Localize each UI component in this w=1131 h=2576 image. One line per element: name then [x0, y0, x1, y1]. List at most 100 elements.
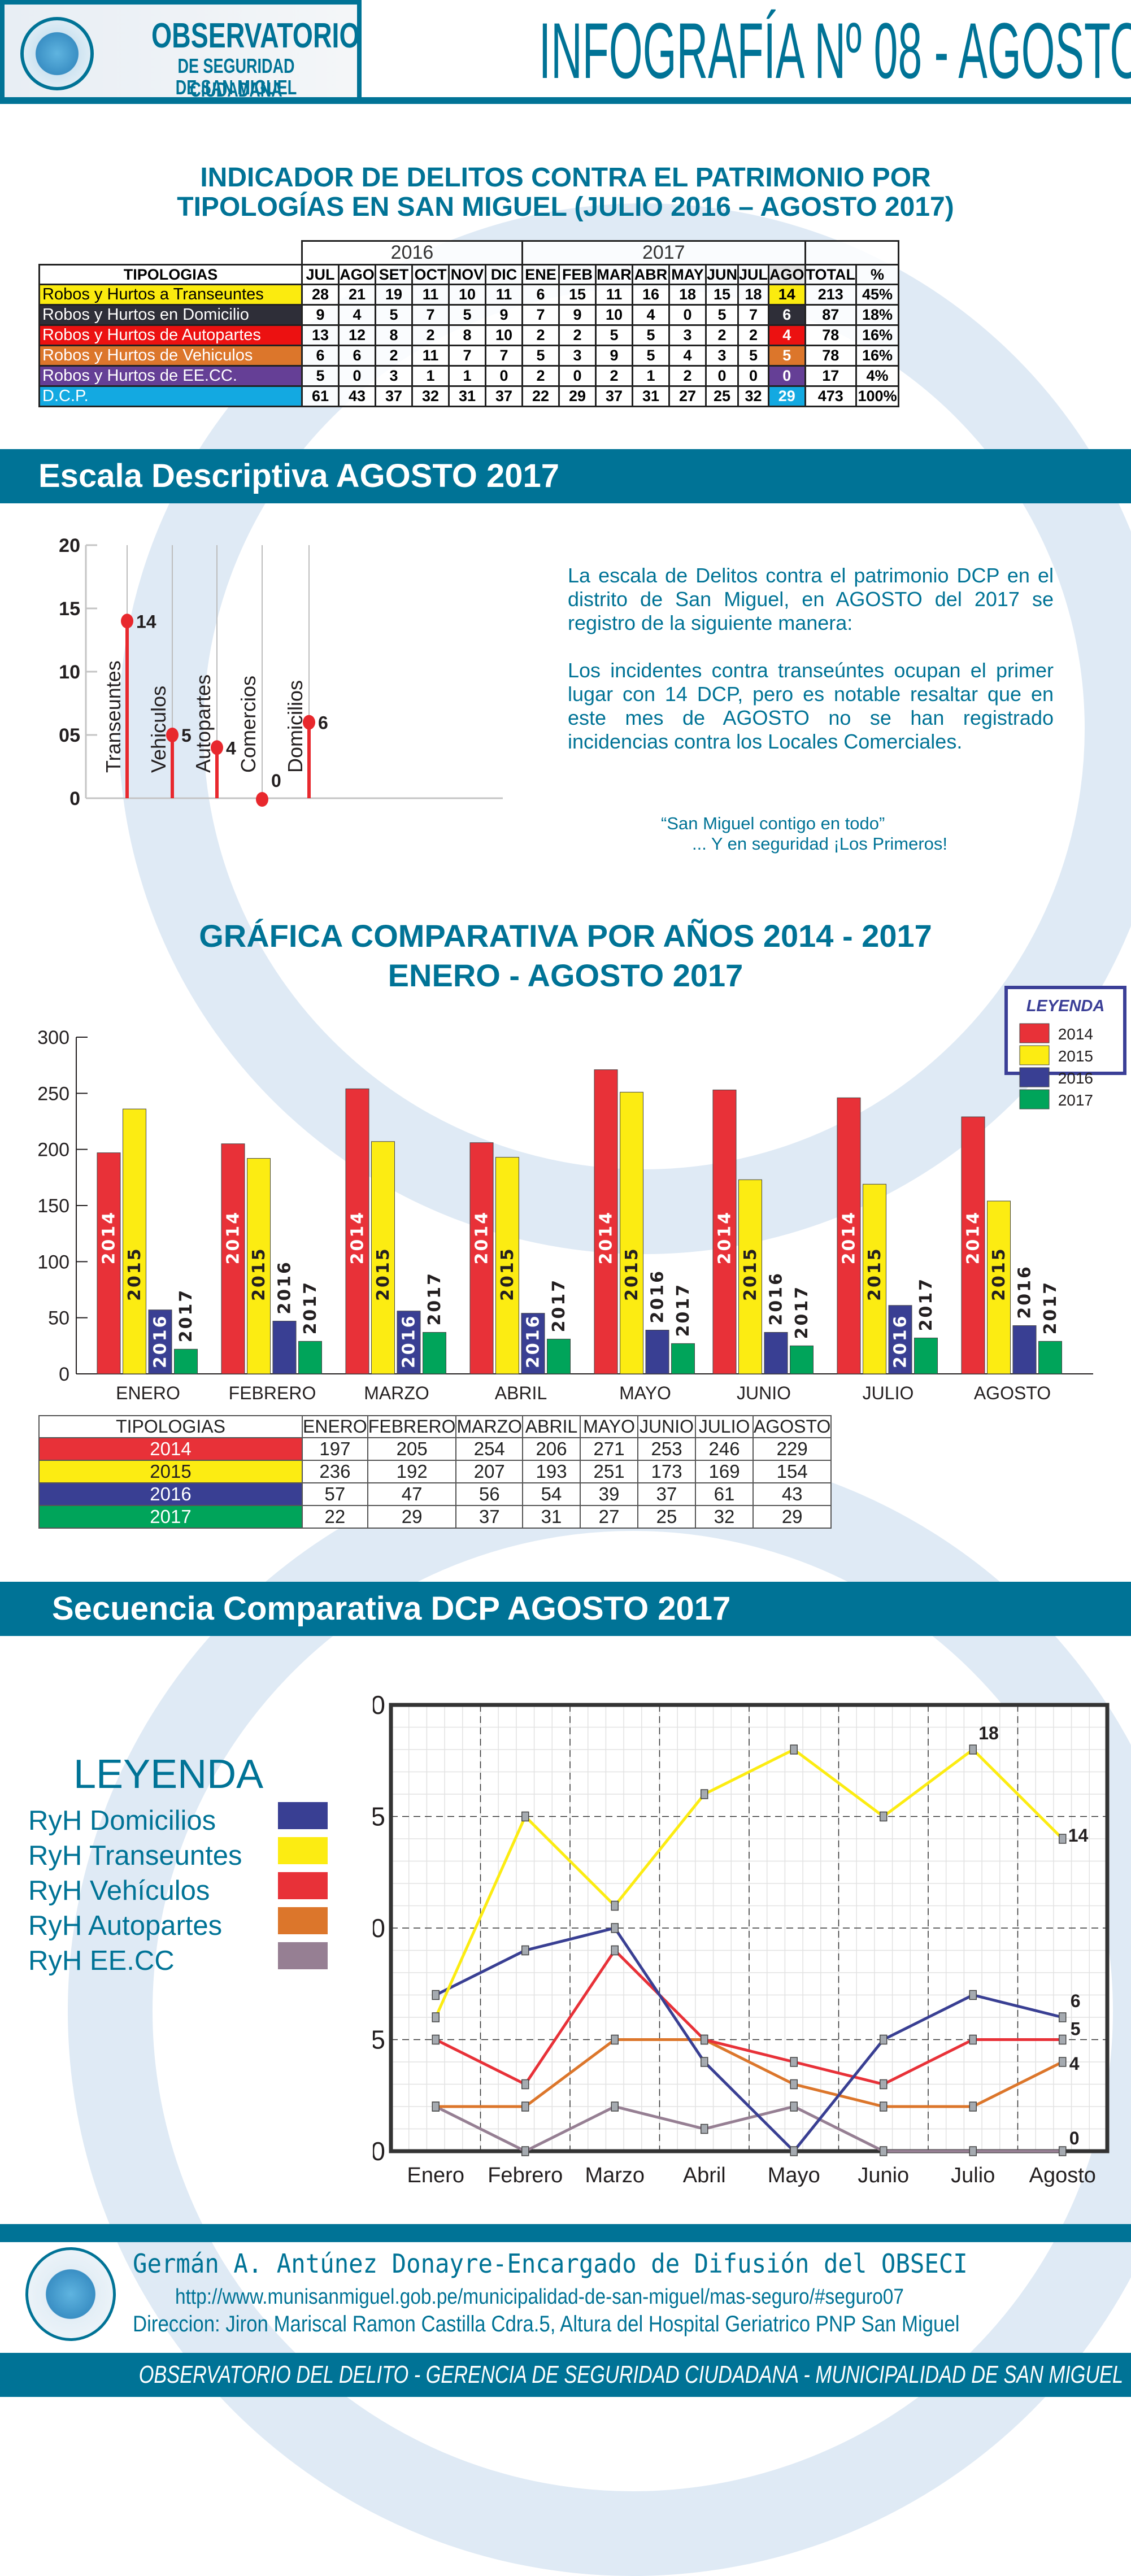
value-cell: 16	[632, 284, 670, 306]
data-point-marker	[701, 2034, 708, 2045]
month-header: ENERO	[302, 1415, 368, 1438]
value-cell: 32	[411, 385, 450, 407]
value-cell: 5	[704, 304, 740, 326]
data-point-marker	[1059, 2034, 1067, 2045]
month-header: MAY	[668, 264, 707, 285]
x-category-label: FEBRERO	[229, 1383, 316, 1403]
slogan-line1: “San Miguel contigo en todo”	[661, 813, 885, 833]
value-cell: 9	[485, 304, 523, 326]
line-legend-label: RyH Domicilios	[28, 1805, 216, 1836]
pct-header: %	[855, 264, 900, 285]
x-tick-label: Abril	[683, 2164, 726, 2187]
data-point-marker	[880, 2101, 888, 2112]
total-header: TOTAL	[804, 264, 858, 285]
y-tick-label: 05	[59, 725, 80, 746]
bar-2016	[148, 1309, 172, 1374]
value-cell: 37	[375, 385, 413, 407]
pct-cell: 45%	[855, 284, 900, 306]
value-cell: 207	[455, 1460, 524, 1483]
value-cell: 15	[704, 284, 740, 306]
data-point-marker	[701, 1789, 708, 1799]
data-point-marker	[790, 2057, 798, 2067]
data-point-marker	[880, 2079, 888, 2090]
y-tick-label: 15	[373, 1802, 385, 1831]
value-cell: 6	[521, 284, 560, 306]
value-cell: 18	[737, 284, 770, 306]
value-cell: 8	[448, 324, 486, 346]
x-tick-label: Marzo	[585, 2164, 645, 2187]
table-row: 2014 197 205 254 206 271 253 246 229	[38, 1437, 832, 1461]
bar-2015	[247, 1158, 271, 1374]
data-point-marker	[521, 1945, 529, 1956]
category-label: Autopartes	[192, 675, 215, 773]
bar-year-label: 2016	[524, 1315, 543, 1369]
year-label: 2017	[38, 1505, 303, 1529]
legend-title: LEYENDA	[1026, 997, 1105, 1015]
bar-2016	[1012, 1325, 1037, 1374]
value-cell: 169	[695, 1460, 754, 1483]
month-header: OCT	[411, 264, 450, 285]
legend-label: 2014	[1058, 1025, 1093, 1043]
footer-banner: OBSERVATORIO DEL DELITO - GERENCIA DE SE…	[0, 2353, 1131, 2397]
line-legend-swatch	[278, 1872, 328, 1899]
y-tick-label: 10	[373, 1913, 385, 1943]
legend-label: 2016	[1058, 1069, 1093, 1087]
value-cell: 2	[595, 365, 633, 387]
table-row: Robos y Hurtos de Autopartes 13 12 8 2 8 10 2 2 5…	[38, 324, 900, 346]
value-cell: 4	[338, 304, 376, 326]
value-cell: 253	[637, 1437, 697, 1461]
data-point-marker	[611, 1945, 619, 1956]
data-point-marker	[969, 2146, 977, 2156]
value-cell: 13	[301, 324, 340, 346]
value-cell: 271	[580, 1437, 639, 1461]
value-cell: 15	[558, 284, 597, 306]
total-cell: 78	[804, 324, 858, 346]
table-spacer	[40, 241, 302, 265]
total-cell: 87	[804, 304, 858, 326]
bar-year-label: 2017	[1041, 1281, 1060, 1335]
value-cell: 0	[485, 365, 523, 387]
value-cell: 47	[367, 1482, 457, 1506]
description-paragraph-2: Los incidentes contra transeúntes ocupan…	[568, 659, 1054, 753]
line-chart: 0 5 10 15 20 Enero Febrero Marzo Abril Mayo Junio J…	[373, 1690, 1110, 2187]
table-row: 2015 236 192 207 193 251 173 169 154	[38, 1460, 832, 1483]
lollipop-value-label: 0	[271, 771, 281, 791]
legend-swatch	[1019, 1023, 1050, 1043]
month-header: MAR	[595, 264, 633, 285]
month-header: NOV	[448, 264, 486, 285]
bar-2016	[888, 1305, 912, 1374]
value-cell: 5	[632, 345, 670, 367]
observatorio-seal-icon	[25, 2247, 116, 2341]
bar-2015	[620, 1091, 643, 1374]
bar-2014	[961, 1116, 985, 1374]
bar-2016	[764, 1331, 788, 1374]
value-cell: 28	[301, 284, 340, 306]
bar-year-label: 2017	[792, 1285, 812, 1339]
y-tick-label: 0	[59, 1364, 69, 1385]
value-cell: 11	[411, 284, 450, 306]
value-cell: 6	[768, 304, 806, 326]
value-cell: 57	[302, 1482, 368, 1506]
year-label: 2014	[38, 1437, 303, 1461]
line-legend-swatch	[278, 1837, 328, 1864]
value-cell: 197	[302, 1437, 368, 1461]
bar-year-label: 2015	[125, 1247, 145, 1301]
escala-banner-title: Escala Descriptiva AGOSTO 2017	[38, 458, 560, 494]
bar-2015	[863, 1183, 886, 1374]
x-category-label: AGOSTO	[974, 1383, 1051, 1403]
value-cell: 1	[411, 365, 450, 387]
value-cell: 31	[522, 1505, 581, 1529]
bar-2017	[174, 1348, 198, 1374]
slogan-line2: ... Y en seguridad ¡Los Primeros!	[692, 834, 948, 854]
data-point-marker	[611, 1900, 619, 1911]
tipologias-header: TIPOLOGIAS	[38, 264, 303, 285]
value-cell: 5	[301, 365, 340, 387]
bar-2016	[645, 1330, 669, 1374]
value-cell: 22	[521, 385, 560, 407]
year-header-2016: 2016	[301, 240, 523, 266]
value-cell: 25	[637, 1505, 697, 1529]
table-row: Robos y Hurtos a Transeuntes 28 21 19 11 10 11…	[38, 284, 900, 306]
footer-url-link[interactable]: http://www.munisanmiguel.gob.pe/municipa…	[175, 2285, 904, 2309]
legend-swatch	[1019, 1089, 1050, 1109]
tipologia-label: Robos y Hurtos en Domicilio	[38, 304, 303, 326]
